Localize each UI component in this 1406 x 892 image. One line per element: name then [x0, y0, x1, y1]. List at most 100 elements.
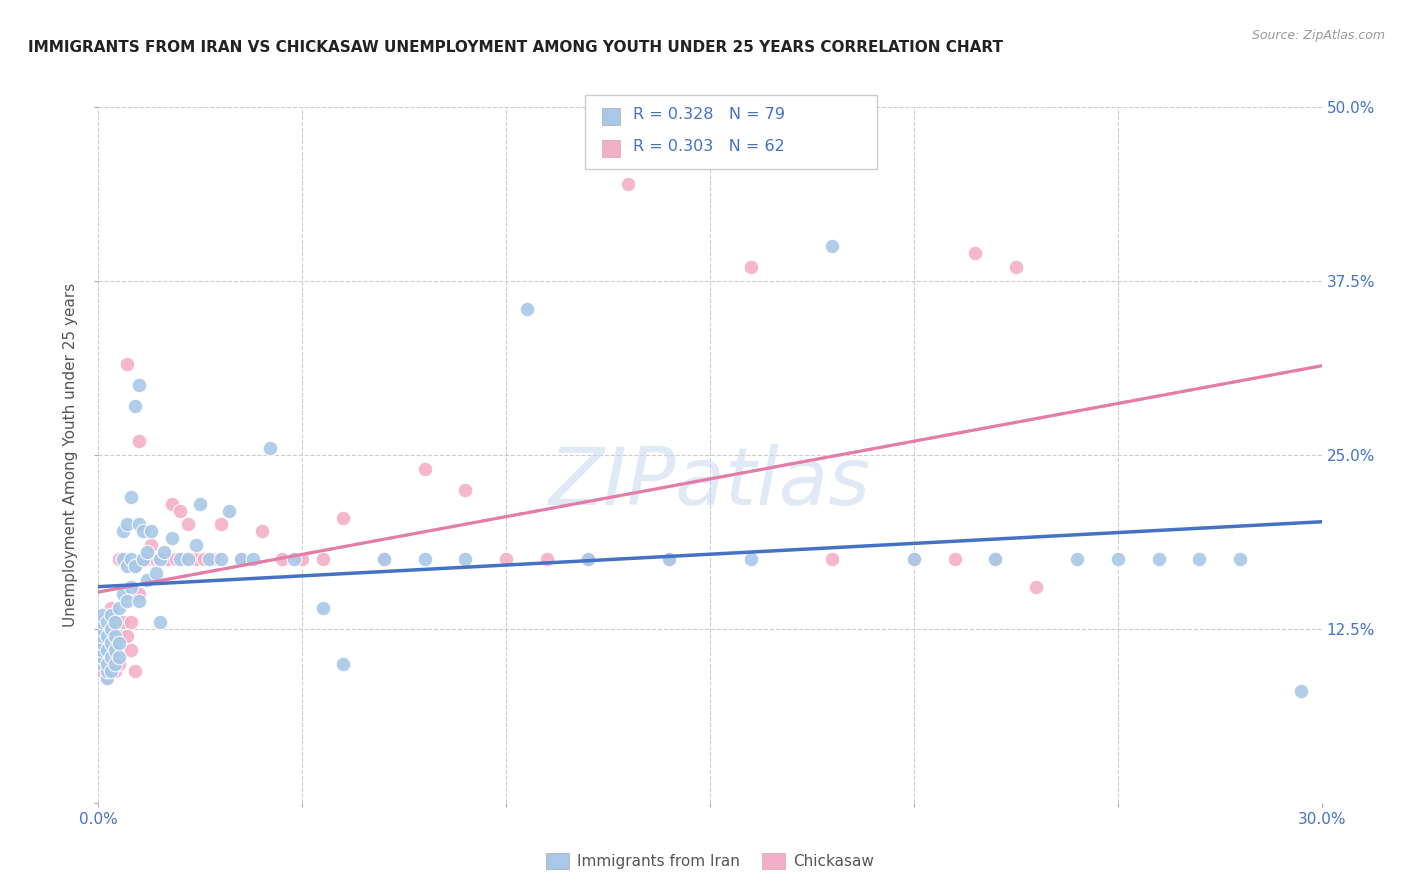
- Point: [91, 642, 114, 657]
- Point: [283, 552, 305, 566]
- Point: [270, 552, 294, 566]
- Point: [136, 552, 159, 566]
- Point: [115, 358, 138, 372]
- Point: [495, 552, 517, 566]
- Point: [1107, 552, 1129, 566]
- Text: R = 0.303   N = 62: R = 0.303 N = 62: [633, 139, 785, 154]
- Point: [173, 552, 195, 566]
- Point: [1229, 552, 1251, 566]
- Point: [576, 552, 599, 566]
- Point: [100, 629, 122, 643]
- Point: [169, 552, 191, 566]
- Point: [96, 615, 118, 629]
- Point: [100, 601, 122, 615]
- Point: [104, 657, 127, 671]
- Point: [193, 552, 215, 566]
- Point: [160, 497, 183, 511]
- Point: [111, 524, 134, 539]
- Point: [108, 601, 131, 615]
- Point: [104, 642, 127, 657]
- Point: [111, 552, 134, 566]
- Point: [145, 566, 167, 581]
- Point: [536, 552, 558, 566]
- Point: [124, 559, 146, 574]
- Point: [169, 503, 191, 517]
- Point: [1025, 580, 1047, 594]
- Point: [1066, 552, 1088, 566]
- Point: [740, 260, 762, 274]
- Point: [141, 524, 163, 539]
- Point: [332, 657, 354, 671]
- Point: [91, 622, 114, 636]
- Point: [91, 622, 114, 636]
- Point: [100, 607, 122, 622]
- Point: [332, 510, 354, 524]
- Point: [373, 552, 395, 566]
- Point: [96, 642, 118, 657]
- Point: [115, 559, 138, 574]
- Point: [413, 552, 436, 566]
- Point: [188, 497, 212, 511]
- Point: [100, 636, 122, 650]
- Point: [291, 552, 314, 566]
- Point: [115, 594, 138, 608]
- Point: [209, 517, 232, 532]
- Legend: Immigrants from Iran, Chickasaw: Immigrants from Iran, Chickasaw: [540, 847, 880, 875]
- Point: [145, 552, 167, 566]
- Point: [120, 615, 142, 629]
- Point: [186, 552, 208, 566]
- Point: [152, 545, 174, 559]
- Point: [91, 664, 114, 678]
- Point: [120, 490, 142, 504]
- Point: [128, 594, 150, 608]
- Point: [454, 483, 477, 497]
- Point: [100, 664, 122, 678]
- Point: [108, 657, 131, 671]
- Point: [617, 177, 640, 191]
- Point: [373, 552, 395, 566]
- Text: R = 0.328   N = 79: R = 0.328 N = 79: [633, 107, 785, 122]
- Point: [128, 378, 150, 392]
- Point: [104, 629, 127, 643]
- Point: [177, 517, 200, 532]
- Point: [120, 580, 142, 594]
- Point: [259, 441, 281, 455]
- Point: [91, 636, 114, 650]
- Point: [108, 552, 131, 566]
- Point: [141, 538, 163, 552]
- Point: [111, 615, 134, 629]
- Point: [576, 552, 599, 566]
- Point: [149, 615, 172, 629]
- Point: [124, 664, 146, 678]
- Point: [111, 552, 134, 566]
- Point: [242, 552, 264, 566]
- Point: [108, 649, 131, 664]
- Point: [1188, 552, 1211, 566]
- Point: [120, 552, 142, 566]
- Point: [100, 622, 122, 636]
- Point: [104, 615, 127, 629]
- Point: [1004, 260, 1026, 274]
- Point: [177, 552, 200, 566]
- Point: [96, 657, 118, 671]
- Point: [413, 462, 436, 476]
- Point: [128, 587, 150, 601]
- Point: [96, 615, 118, 629]
- Text: Source: ZipAtlas.com: Source: ZipAtlas.com: [1251, 29, 1385, 42]
- Point: [965, 246, 987, 260]
- Point: [104, 664, 127, 678]
- Point: [120, 642, 142, 657]
- Point: [108, 629, 131, 643]
- Point: [943, 552, 966, 566]
- Point: [104, 636, 127, 650]
- Point: [124, 559, 146, 574]
- Point: [821, 239, 844, 253]
- Point: [201, 552, 224, 566]
- Point: [100, 649, 122, 664]
- Point: [209, 552, 232, 566]
- Point: [197, 552, 219, 566]
- Point: [108, 636, 131, 650]
- Point: [149, 552, 172, 566]
- Point: [658, 552, 681, 566]
- Point: [124, 399, 146, 413]
